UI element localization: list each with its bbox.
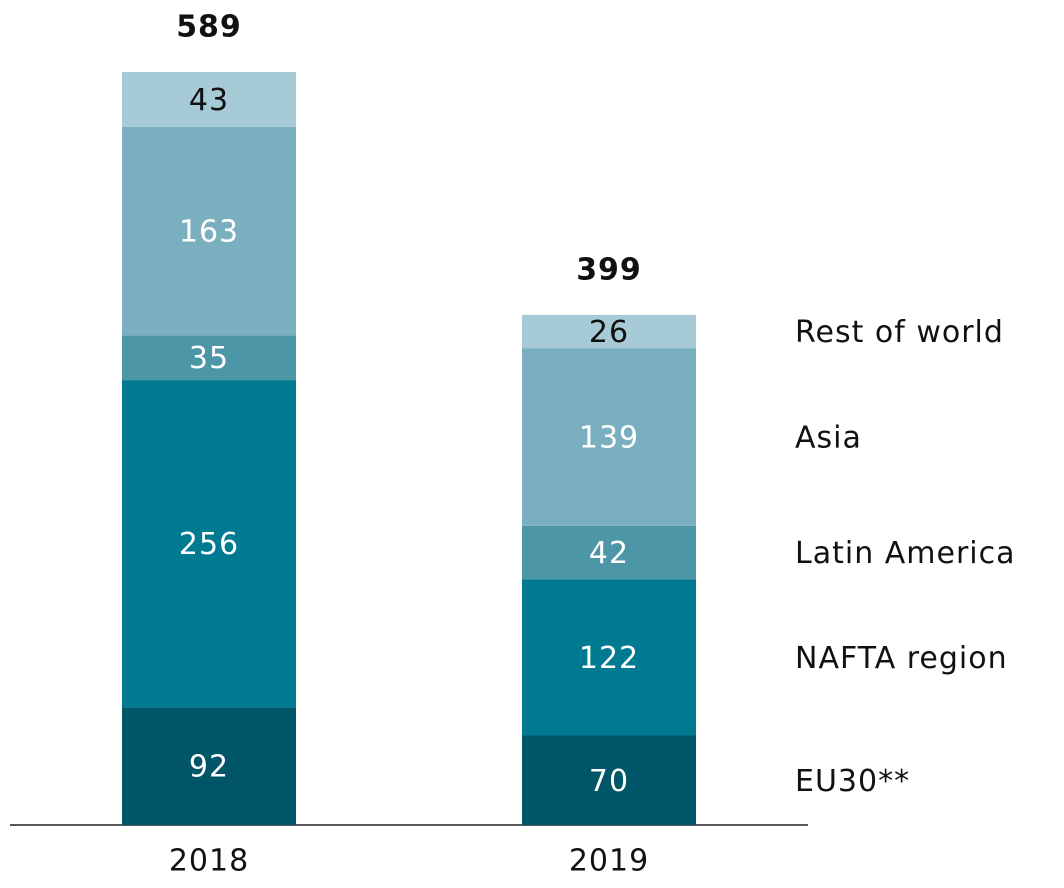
bar-segment (522, 525, 696, 580)
data-label: 43 (189, 83, 229, 118)
bar-segment (522, 348, 696, 526)
data-label: 139 (579, 420, 639, 455)
bar-segment (122, 380, 296, 708)
data-label: 256 (179, 527, 239, 562)
data-label: 35 (189, 341, 229, 376)
legend-label: Rest of world (795, 315, 1004, 350)
legend-label: Asia (795, 420, 862, 455)
bar-segment (122, 72, 296, 127)
data-label: 26 (589, 315, 629, 350)
data-label: 92 (189, 750, 229, 785)
bar-segment (122, 335, 296, 381)
bar-segment (522, 735, 696, 825)
bar-segment (122, 126, 296, 336)
x-tick-label: 2019 (569, 844, 649, 879)
bar-segment (522, 579, 696, 736)
data-label: 70 (589, 764, 629, 799)
bar-segment (122, 707, 296, 825)
legend-label: EU30** (795, 764, 910, 799)
legend-label: Latin America (795, 536, 1016, 571)
total-label: 399 (576, 252, 642, 287)
data-label: 163 (179, 215, 239, 250)
x-tick-label: 2018 (169, 844, 249, 879)
data-label: 122 (579, 641, 639, 676)
legend-label: NAFTA region (795, 641, 1008, 676)
bar-segment (522, 314, 696, 349)
data-label: 42 (589, 536, 629, 571)
total-label: 589 (176, 10, 242, 45)
